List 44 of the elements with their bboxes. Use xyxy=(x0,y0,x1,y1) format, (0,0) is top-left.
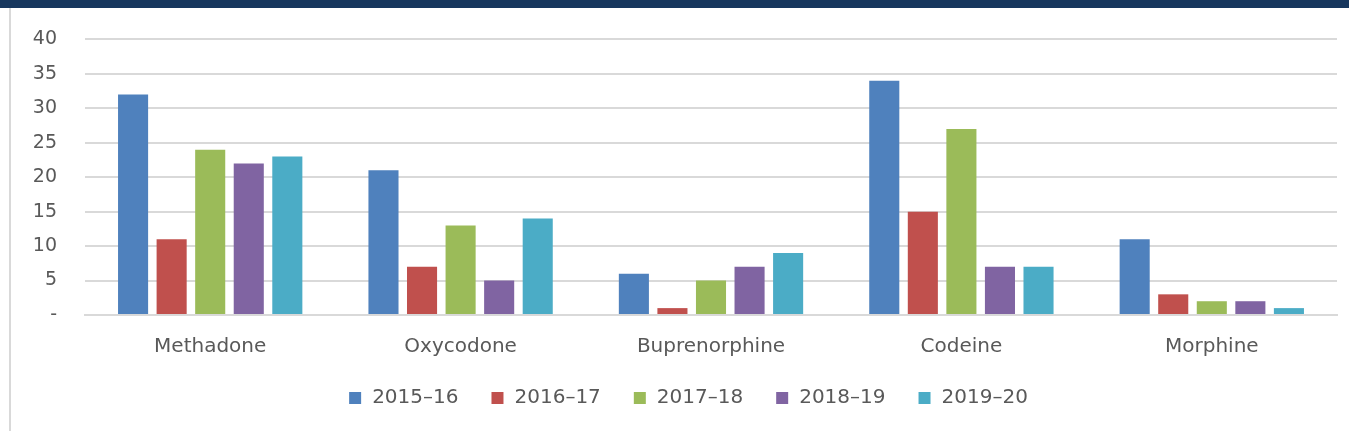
legend-label: 2018–19 xyxy=(799,384,886,409)
bar xyxy=(773,252,804,314)
bar xyxy=(1196,301,1227,314)
y-tick-label: 15 xyxy=(32,198,57,221)
bar xyxy=(907,211,938,314)
bar xyxy=(118,94,149,314)
bar xyxy=(1023,266,1054,314)
y-tick-label: 30 xyxy=(32,95,57,118)
bar xyxy=(734,266,765,314)
legend-label: 2016–17 xyxy=(514,384,601,409)
bar xyxy=(618,273,649,314)
bar xyxy=(195,149,226,314)
y-tick-label: 25 xyxy=(32,129,57,152)
legend-label: 2019–20 xyxy=(941,384,1028,409)
y-tick-label: 20 xyxy=(32,164,57,187)
bar xyxy=(272,156,303,314)
bar xyxy=(1119,239,1150,314)
x-tick-label: Morphine xyxy=(1164,333,1259,358)
y-tick-label: - xyxy=(50,301,57,324)
bar xyxy=(1235,301,1266,314)
bar xyxy=(695,280,727,314)
x-tick-label: Oxycodone xyxy=(404,333,517,358)
bar xyxy=(407,266,438,314)
bar xyxy=(1273,308,1304,314)
x-tick-label: Codeine xyxy=(920,333,1003,358)
bar xyxy=(484,280,515,314)
bar xyxy=(156,239,187,314)
y-tick-label: 5 xyxy=(44,267,57,290)
bar xyxy=(946,128,977,314)
bar xyxy=(522,218,553,314)
y-tick-label: 10 xyxy=(32,233,57,256)
bar xyxy=(233,163,264,314)
legend-label: 2017–18 xyxy=(656,384,744,409)
bar xyxy=(984,266,1015,314)
y-tick-label: 40 xyxy=(32,26,57,49)
bar xyxy=(657,308,688,314)
y-tick-label: 35 xyxy=(32,60,57,83)
x-tick-label: Methadone xyxy=(154,333,267,358)
bar xyxy=(445,225,476,314)
bar xyxy=(368,170,399,314)
legend-label: 2015–16 xyxy=(372,384,459,409)
bar xyxy=(869,80,900,314)
bar xyxy=(1158,294,1189,314)
x-tick-label: Buprenorphine xyxy=(636,333,786,358)
